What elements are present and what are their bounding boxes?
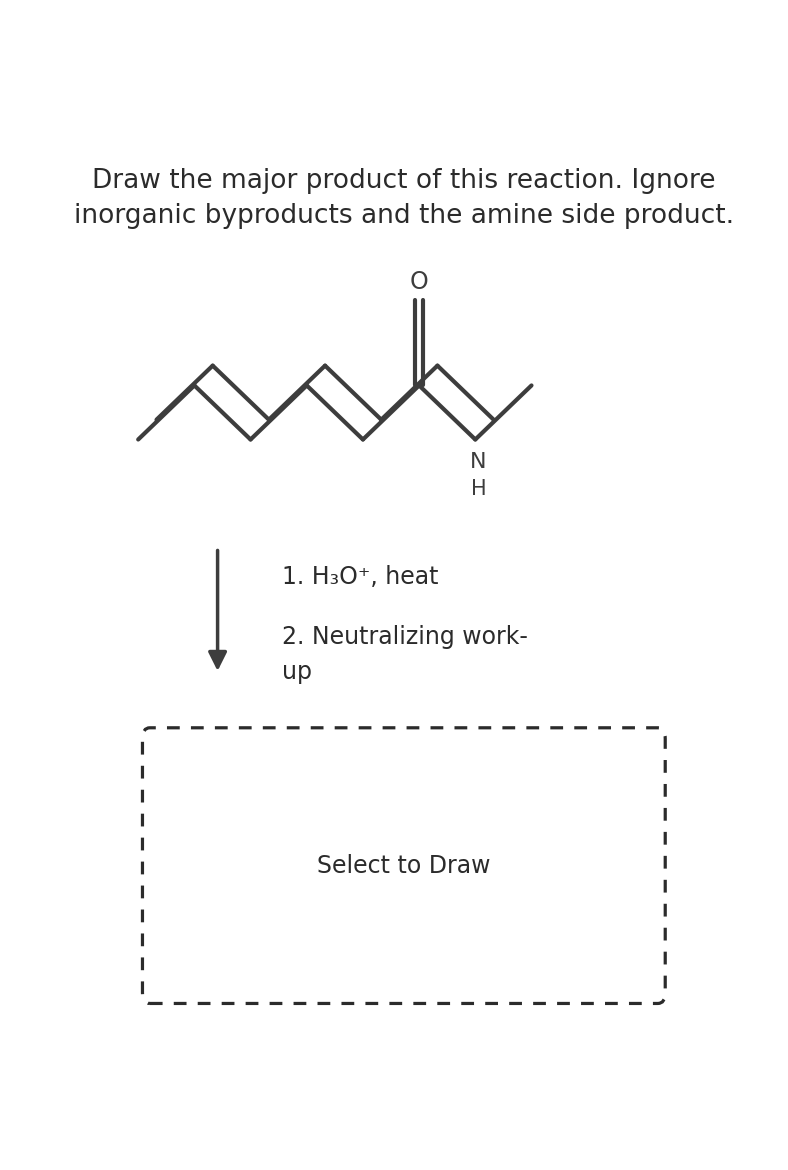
Text: Select to Draw: Select to Draw [317,854,491,878]
Text: 2. Neutralizing work-
up: 2. Neutralizing work- up [282,625,528,684]
Text: H: H [470,480,486,500]
Text: 1. H₃O⁺, heat: 1. H₃O⁺, heat [282,565,438,590]
Text: Draw the major product of this reaction. Ignore: Draw the major product of this reaction.… [92,168,716,194]
Text: N: N [470,452,487,473]
Text: inorganic byproducts and the amine side product.: inorganic byproducts and the amine side … [74,204,734,229]
Text: O: O [410,270,429,294]
